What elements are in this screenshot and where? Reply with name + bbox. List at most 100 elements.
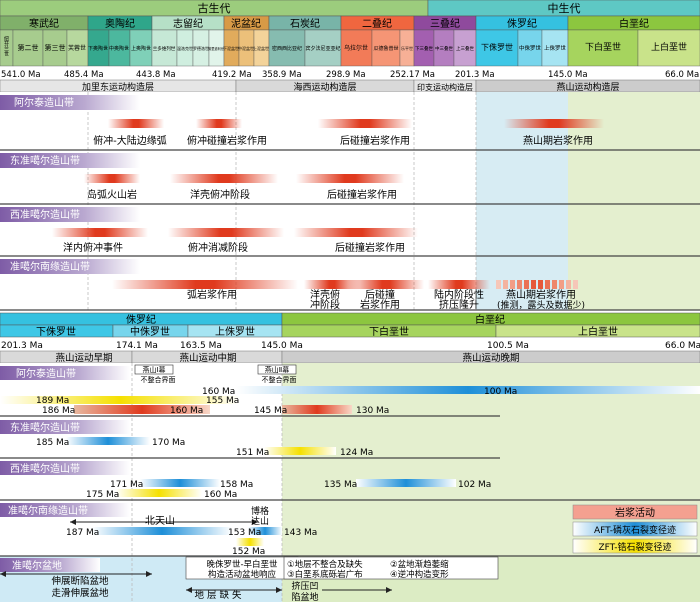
- magma-bar: [348, 280, 424, 289]
- age-label: 145.0 Ma: [548, 70, 588, 80]
- basin-comp-label: 挤压凹: [291, 580, 318, 592]
- bottom-body: 燕山Ⅰ幕 不整合界面 燕山Ⅱ幕 不整合界面 阿尔泰造山带 东准噶尔造山带 西准噶…: [0, 363, 700, 602]
- epoch-label: 第三世: [45, 43, 66, 52]
- epoch-label: 密西西比亚纪: [272, 45, 302, 52]
- age-label: 151 Ma: [236, 448, 269, 458]
- bottom-age-label: 201.3 Ma: [1, 341, 43, 351]
- period-ordovician: 奥陶纪: [105, 17, 135, 30]
- event-label: 燕山期岩浆作用: [523, 134, 593, 147]
- epoch-label: 宾夕法尼亚亚纪: [305, 45, 340, 52]
- mountain-bogeda: 达山: [251, 515, 269, 527]
- basin-box-title: 构造活动盆地响应: [208, 569, 277, 580]
- epoch-label: 上白垩世: [651, 41, 687, 53]
- layer-caledonian: 加里东运动构造层: [82, 81, 154, 93]
- bottom-belt-south: 准噶尔南缘造山带: [8, 504, 88, 517]
- age-label: 189 Ma: [36, 396, 69, 406]
- bottom-belt-basin: 准噶尔盆地: [12, 559, 62, 572]
- epoch-label: 第二世: [18, 43, 39, 52]
- basin-box-title: 晚侏罗世-早白垩世: [206, 559, 278, 570]
- event-label: 陆内阶段性: [434, 288, 484, 301]
- age-label: 485.4 Ma: [64, 70, 104, 80]
- basin-ext-label: 走滑伸展盆地: [51, 587, 109, 599]
- age-label: 143 Ma: [284, 528, 317, 538]
- magma-bar: [304, 280, 360, 289]
- age-label: 171 Ma: [110, 480, 143, 490]
- age-label: 298.9 Ma: [326, 70, 366, 80]
- mountain-beitian: 北天山: [145, 515, 175, 527]
- bottom-period-cretaceous: 白垩纪: [475, 313, 505, 326]
- period-carboniferous: 石炭纪: [290, 18, 320, 30]
- magma-bar: [294, 228, 418, 237]
- layer-hercynian: 海西运动构造层: [293, 81, 356, 93]
- top-age-labels: 541.0 Ma 485.4 Ma 443.8 Ma 419.2 Ma 358.…: [1, 70, 699, 80]
- aft-bar: [92, 527, 232, 535]
- basin-comp-label: 陷盆地: [291, 591, 318, 602]
- event-label: 洋内俯冲事件: [63, 241, 123, 254]
- age-label: 155 Ma: [206, 396, 239, 406]
- magma-bar: [52, 228, 148, 237]
- epoch-label: 纽芬兰世: [3, 35, 9, 56]
- event-label: 后碰撞岩浆作用: [340, 134, 410, 147]
- zft-bar: [0, 396, 240, 404]
- epoch-label: 乐平世: [401, 45, 413, 51]
- era-paleozoic: 古生代: [198, 1, 231, 15]
- epoch-label: 芙蓉世: [68, 44, 86, 52]
- zft-bar: [264, 447, 336, 455]
- top-timescale: 古生代 中生代 寒武纪 奥陶纪 志留纪 泥盆纪 石炭纪 二叠纪 三叠纪 侏罗纪 …: [0, 0, 700, 93]
- aft-bar: [356, 479, 456, 487]
- belt-label-west-junggar: 西准噶尔造山带: [10, 208, 80, 221]
- belt-label-altai: 阿尔泰造山带: [14, 96, 74, 109]
- event-label: 燕山期岩浆作用: [506, 288, 576, 301]
- phase-early: 燕山运动早期: [55, 352, 112, 364]
- legend: 岩浆活动 AFT-磷灰石裂变径迹 ZFT-锆石裂变径迹: [572, 504, 698, 554]
- bottom-belt-altai: 阿尔泰造山带: [16, 367, 76, 380]
- epoch-label: 乌拉尔世: [344, 44, 368, 52]
- era-mesozoic: 中生代: [548, 1, 581, 15]
- epoch-label: 下白垩世: [585, 41, 621, 53]
- epoch-label: 中三叠世: [435, 45, 453, 52]
- magma-bars: [52, 119, 604, 289]
- bottom-timescale: 侏罗纪 白垩纪 下侏罗世 中侏罗世 上侏罗世 下白垩世 上白垩世 201.3 M…: [0, 312, 700, 364]
- age-label: 541.0 Ma: [1, 70, 41, 80]
- age-label: 102 Ma: [458, 480, 491, 490]
- epoch-label: 瓜德鲁普世: [373, 45, 398, 52]
- bottom-belt-west: 西准噶尔造山带: [10, 462, 80, 475]
- epoch-label: 下三叠世: [415, 45, 433, 52]
- bottom-period-jurassic: 侏罗纪: [126, 314, 156, 326]
- event-label: 后碰撞岩浆作用: [327, 188, 397, 201]
- event-label: 后碰撞岩浆作用: [335, 241, 405, 254]
- epoch-label: 上侏罗世: [544, 44, 567, 52]
- age-label: 160 Ma: [170, 406, 203, 416]
- phase-late: 燕山运动晚期: [462, 352, 519, 364]
- event-label: 洋壳俯: [310, 288, 340, 301]
- zft-bar: [116, 489, 202, 497]
- age-label: 152 Ma: [232, 547, 265, 557]
- unconformity-label: 不整合界面: [141, 375, 176, 384]
- period-devonian: 泥盆纪: [231, 17, 261, 30]
- event-label: 俯冲消减阶段: [188, 241, 248, 254]
- magma-bar: [112, 280, 298, 289]
- age-label: 185 Ma: [36, 438, 69, 448]
- event-label: 岩浆作用: [360, 298, 400, 311]
- bottom-epoch-label: 上白垩世: [578, 325, 618, 338]
- magma-bar: [428, 280, 490, 289]
- event-label: 弧岩浆作用: [187, 288, 237, 301]
- magma-dashed-bar: [496, 280, 578, 289]
- event-label: (推测，露头及数据少): [497, 299, 585, 311]
- period-triassic: 三叠纪: [430, 18, 460, 30]
- top-body: 阿尔泰造山带 东准噶尔造山带 西准噶尔造山带 准噶尔南缘造山带: [0, 92, 700, 311]
- age-label: 186 Ma: [42, 406, 75, 416]
- magma-bar: [318, 119, 412, 128]
- age-label: 158 Ma: [220, 480, 253, 490]
- magma-bar: [108, 119, 164, 128]
- epoch-label: 上奥陶世: [131, 45, 151, 52]
- magma-bar: [196, 119, 242, 128]
- magma-bar: [504, 119, 604, 128]
- bottom-belt-east: 东准噶尔造山带: [10, 421, 80, 434]
- epoch-label: 下泥盆世: [223, 45, 239, 51]
- basin-response: ③白垩系底砾岩广布: [287, 569, 363, 580]
- epoch-label: 中奥陶世: [109, 45, 129, 52]
- epoch-labels: 纽芬兰世 第二世 第三世 芙蓉世 下奥陶世 中奥陶世 上奥陶世 兰多维列世 温洛…: [3, 35, 687, 56]
- period-cambrian: 寒武纪: [29, 17, 59, 30]
- bottom-epoch-label: 下白垩世: [369, 325, 409, 338]
